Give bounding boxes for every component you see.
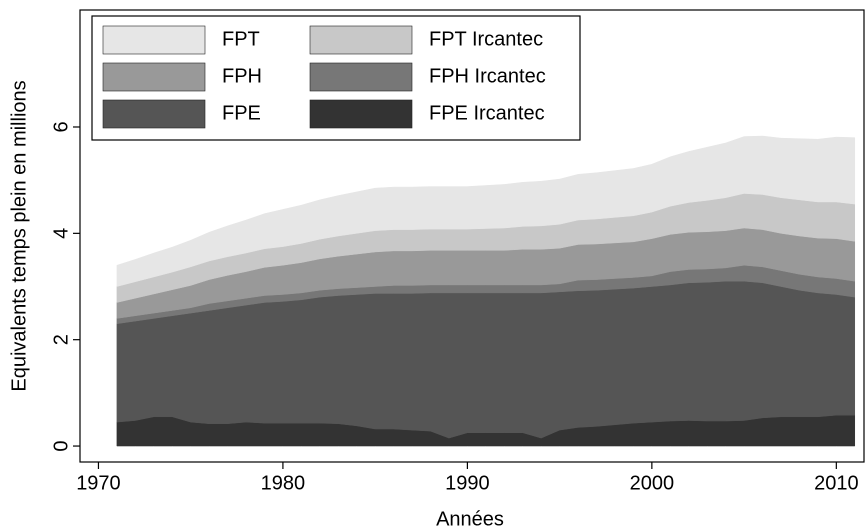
x-tick-label: 1990 [445, 472, 490, 494]
x-tick-label: 1970 [76, 472, 121, 494]
legend-label: FPE [222, 102, 261, 124]
y-axis-label: Equivalents temps plein en millions [8, 80, 30, 391]
legend-swatch [309, 25, 413, 55]
legend-label: FPT Ircantec [429, 28, 543, 50]
legend-label: FPE Ircantec [429, 102, 545, 124]
legend-label: FPH Ircantec [429, 65, 546, 87]
legend-label: FPH [222, 65, 262, 87]
legend-swatch [102, 99, 206, 129]
legend-label: FPT [222, 28, 260, 50]
x-tick-label: 2000 [630, 472, 675, 494]
x-axis-label: Années [436, 508, 504, 530]
x-tick-label: 2010 [814, 472, 859, 494]
plot-areas [116, 135, 856, 447]
x-tick-label: 1980 [261, 472, 306, 494]
legend-swatch [102, 25, 206, 55]
area [116, 135, 856, 287]
y-tick-label: 0 [50, 440, 72, 451]
y-tick-label: 6 [50, 121, 72, 132]
y-tick-label: 4 [50, 228, 72, 239]
plot-frame [79, 9, 865, 463]
legend-swatch [309, 62, 413, 92]
y-tick-label: 2 [50, 334, 72, 345]
legend-swatch [309, 99, 413, 129]
legend-swatch [102, 62, 206, 92]
